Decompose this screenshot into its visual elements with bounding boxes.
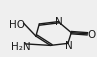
- Text: O: O: [87, 29, 96, 39]
- Text: N: N: [65, 40, 73, 50]
- Text: HO: HO: [10, 20, 25, 30]
- Text: H₂N: H₂N: [11, 41, 31, 51]
- Text: N: N: [55, 16, 63, 26]
